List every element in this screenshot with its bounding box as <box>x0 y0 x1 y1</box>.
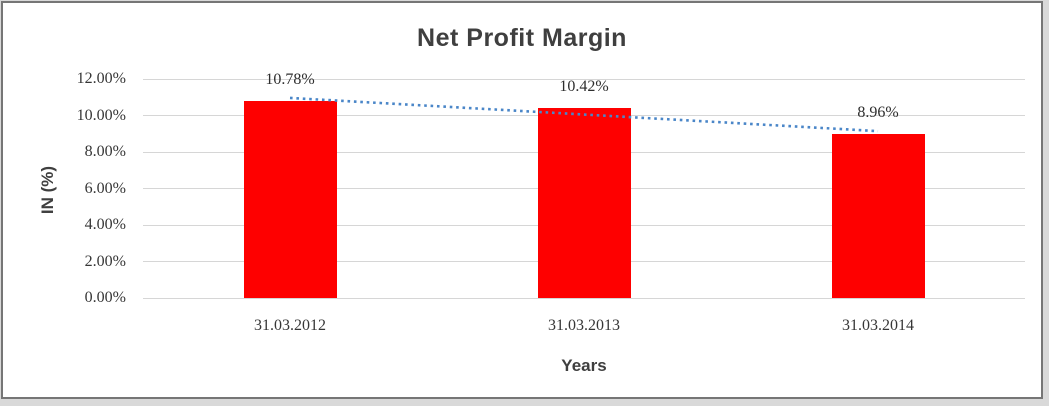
category-label: 31.03.2012 <box>254 317 326 334</box>
gridline <box>143 78 1025 80</box>
bar-data-label: 10.78% <box>265 71 315 89</box>
chart-title: Net Profit Margin <box>417 24 627 52</box>
y-tick-label: 8.00% <box>84 143 126 160</box>
category-label: 31.03.2013 <box>548 317 620 334</box>
bar <box>243 101 337 298</box>
category-label: 31.03.2014 <box>842 317 914 334</box>
x-axis-title: Years <box>561 356 607 375</box>
bar <box>537 107 631 298</box>
y-tick-label: 0.00% <box>84 289 126 306</box>
y-tick-label: 2.00% <box>84 252 126 270</box>
bar-data-label: 8.96% <box>857 104 899 122</box>
y-tick-label: 4.00% <box>84 216 126 233</box>
y-tick-label: 12.00% <box>76 70 126 87</box>
bar <box>831 134 925 298</box>
y-tick-label: 6.00% <box>84 179 126 197</box>
gridline <box>143 297 1025 299</box>
y-tick-label: 10.00% <box>76 106 126 124</box>
bar-data-label: 10.42% <box>559 77 609 95</box>
